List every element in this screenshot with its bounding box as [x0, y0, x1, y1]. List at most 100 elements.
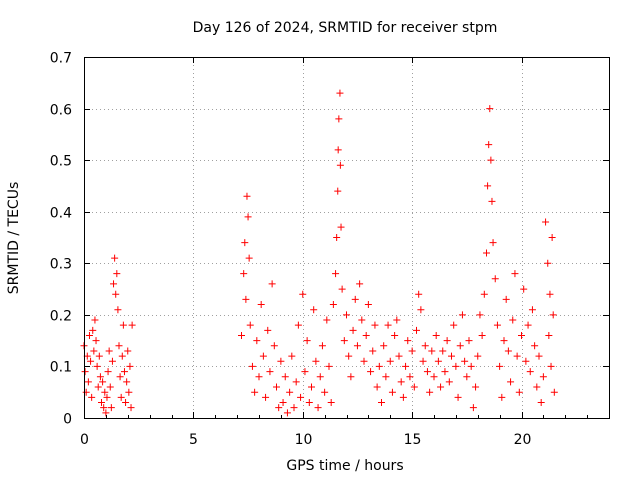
- data-point: [502, 295, 510, 303]
- data-point: [241, 239, 249, 247]
- data-point: [548, 234, 556, 241]
- data-point: [408, 347, 416, 355]
- data-point: [384, 321, 392, 329]
- data-point: [428, 347, 436, 355]
- data-point: [391, 331, 399, 339]
- data-point: [85, 331, 93, 339]
- data-point: [504, 347, 512, 355]
- data-point: [439, 347, 447, 355]
- data-point: [273, 383, 280, 391]
- y-tick-label: 0.1: [50, 360, 72, 376]
- data-point: [84, 378, 92, 386]
- data-point: [297, 393, 305, 401]
- data-point: [419, 357, 427, 365]
- data-point: [441, 368, 449, 376]
- data-point: [303, 337, 311, 345]
- data-point: [279, 399, 287, 407]
- data-point: [305, 399, 313, 407]
- data-point: [549, 311, 557, 319]
- x-tick-label: 0: [80, 432, 89, 448]
- data-point: [375, 362, 383, 370]
- data-point: [290, 404, 298, 412]
- data-point: [395, 352, 403, 360]
- data-point: [262, 393, 270, 401]
- y-tick-labels: 0 0.1 0.2 0.3 0.4 0.5 0.6 0.7: [50, 51, 72, 428]
- data-point: [526, 368, 534, 376]
- data-point: [110, 280, 118, 288]
- data-point: [120, 368, 128, 376]
- data-point: [364, 301, 372, 309]
- data-point: [340, 337, 348, 345]
- data-point: [81, 368, 89, 376]
- data-point: [406, 373, 414, 381]
- chart-title: Day 126 of 2024, SRMTID for receiver stp…: [193, 20, 498, 36]
- data-point: [246, 321, 254, 329]
- x-axis-label: GPS time / hours: [286, 458, 403, 474]
- y-tick-label: 0.6: [50, 103, 72, 119]
- y-axis-label: SRMTID / TECUs: [6, 182, 22, 295]
- data-point: [467, 362, 475, 370]
- data-point: [288, 352, 296, 360]
- data-point: [126, 362, 134, 370]
- data-point: [535, 352, 543, 360]
- data-point: [386, 357, 394, 365]
- data-point: [493, 321, 501, 329]
- data-point: [369, 347, 377, 355]
- data-point: [335, 115, 343, 123]
- data-point: [397, 378, 405, 386]
- data-point: [524, 321, 532, 329]
- data-point: [478, 331, 486, 339]
- data-point: [122, 399, 130, 407]
- data-point: [498, 393, 506, 401]
- data-point: [373, 383, 381, 391]
- data-point: [509, 316, 517, 324]
- data-point: [257, 301, 265, 309]
- data-point: [87, 357, 95, 365]
- data-point: [101, 388, 109, 396]
- data-point: [496, 362, 504, 370]
- data-point: [353, 342, 361, 350]
- data-point: [362, 331, 370, 339]
- data-point: [255, 373, 263, 381]
- data-point: [426, 388, 434, 396]
- y-tick-label: 0.3: [50, 257, 72, 273]
- data-point: [456, 342, 464, 350]
- data-point: [356, 280, 364, 288]
- data-point: [92, 337, 100, 345]
- data-point: [382, 373, 390, 381]
- data-point: [336, 161, 344, 169]
- data-point: [450, 321, 458, 329]
- data-point: [294, 321, 302, 329]
- data-point: [94, 383, 102, 391]
- data-point: [486, 105, 494, 113]
- data-point: [325, 362, 333, 370]
- data-point: [454, 393, 462, 401]
- data-point: [98, 399, 105, 407]
- data-point: [474, 352, 482, 360]
- data-point: [292, 378, 300, 386]
- data-point: [117, 393, 125, 401]
- data-point: [253, 337, 261, 345]
- data-point: [520, 285, 528, 293]
- data-point: [528, 306, 536, 314]
- data-point: [537, 399, 545, 407]
- data-point: [316, 373, 324, 381]
- data-point: [445, 378, 453, 386]
- data-point: [417, 306, 425, 314]
- data-point: [329, 301, 337, 309]
- data-point: [243, 192, 251, 200]
- data-point: [93, 362, 101, 370]
- data-point: [437, 383, 445, 391]
- data-point: [399, 393, 407, 401]
- y-tick-label: 0.7: [50, 51, 72, 67]
- data-point: [485, 141, 493, 149]
- data-point: [472, 383, 480, 391]
- data-point: [332, 270, 340, 278]
- data-point: [461, 357, 469, 365]
- data-point: [128, 321, 136, 329]
- data-point: [308, 383, 315, 391]
- y-tick-label: 0.4: [50, 206, 72, 222]
- data-point: [334, 187, 342, 195]
- data-point: [281, 373, 289, 381]
